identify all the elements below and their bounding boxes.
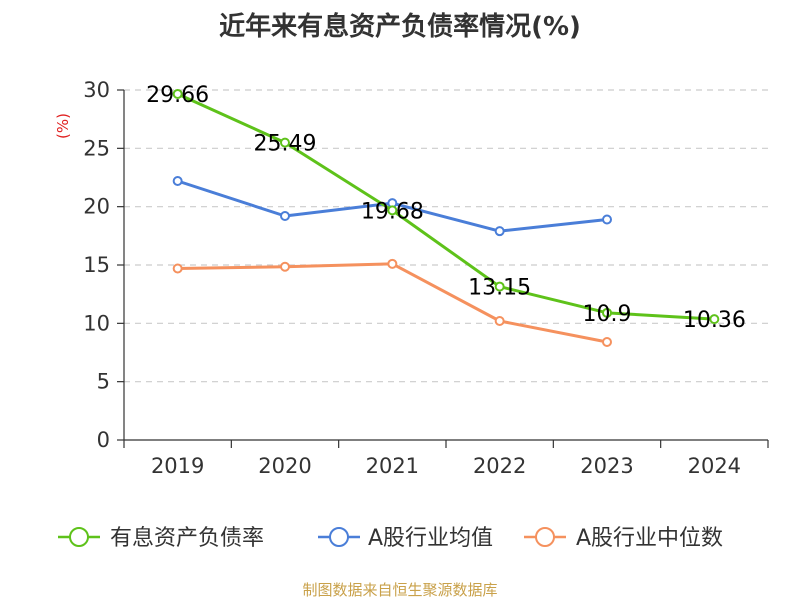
axes: 0 5 10 15 20 25 30 (%) 2019 2020 2021 2022 2023 2024 xyxy=(54,78,769,478)
data-point-2 xyxy=(280,211,290,221)
data-point-1 xyxy=(494,281,505,292)
series-line-3 xyxy=(177,262,608,344)
legend-label: A股行业均值 xyxy=(368,526,493,551)
legend[interactable]: 有息资产负债率 A股行业均值 A股行业中位数 xyxy=(58,526,723,551)
chart-title: 近年来有息资产负债率情况(%) xyxy=(219,12,581,42)
data-point-3 xyxy=(280,261,290,272)
data-point-3 xyxy=(494,316,505,326)
x-tick-label: 2020 xyxy=(258,454,311,478)
y-axis-label: (%) xyxy=(54,113,72,139)
legend-label: 有息资产负债率 xyxy=(110,526,264,551)
y-tick-label: 20 xyxy=(83,195,110,219)
data-point-2 xyxy=(494,226,505,237)
y-tick-label: 5 xyxy=(97,370,110,394)
data-point-1 xyxy=(280,137,290,148)
legend-marker xyxy=(69,527,89,547)
data-label: 13.15 xyxy=(468,276,531,301)
series-line-1 xyxy=(177,92,715,321)
data-point-3 xyxy=(172,263,183,274)
legend-marker xyxy=(329,527,349,547)
x-tick-label: 2023 xyxy=(580,454,633,478)
grid-lines xyxy=(124,89,768,383)
y-tick-label: 30 xyxy=(83,78,110,102)
data-point-2 xyxy=(172,176,183,186)
data-point-2 xyxy=(602,214,612,225)
data-point-1 xyxy=(602,307,612,318)
legend-marker xyxy=(535,527,555,547)
y-tick-label: 25 xyxy=(83,136,110,160)
data-label: 10.9 xyxy=(583,302,632,327)
x-tick-label: 2024 xyxy=(688,454,741,478)
x-tick-label: 2019 xyxy=(151,454,204,478)
legend-item[interactable]: 有息资产负债率 xyxy=(58,526,264,551)
data-point-1 xyxy=(172,88,183,99)
data-point-3 xyxy=(387,258,398,269)
legend-item[interactable]: A股行业均值 xyxy=(318,526,493,551)
data-label: 25.49 xyxy=(254,132,317,157)
data-label: 19.68 xyxy=(361,199,424,224)
legend-label: A股行业中位数 xyxy=(576,526,723,551)
data-point-1 xyxy=(709,314,720,325)
data-point-3 xyxy=(602,337,612,347)
source-note: 制图数据来自恒生聚源数据库 xyxy=(302,581,498,599)
y-tick-label: 0 xyxy=(97,428,110,452)
x-tick-label: 2022 xyxy=(473,454,526,478)
legend-item[interactable]: A股行业中位数 xyxy=(524,526,723,551)
data-label: 10.36 xyxy=(683,308,746,333)
series-lines xyxy=(172,88,720,347)
y-tick-label: 10 xyxy=(83,311,110,335)
y-tick-label: 15 xyxy=(83,253,110,277)
data-labels: 29.66 25.49 19.68 13.15 10.9 10.36 xyxy=(146,83,746,333)
data-label: 29.66 xyxy=(146,83,209,108)
data-point-1 xyxy=(387,205,398,216)
x-tick-label: 2021 xyxy=(366,454,419,478)
